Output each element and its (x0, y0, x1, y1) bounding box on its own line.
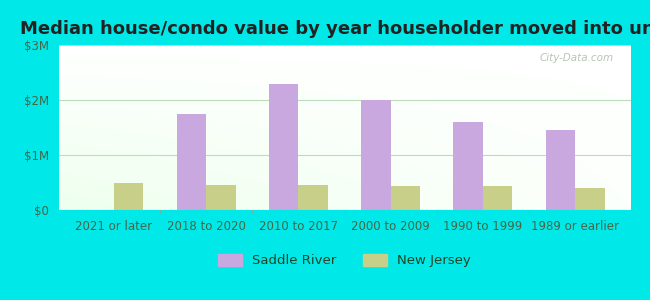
Bar (298, 185, 328, 210)
Text: City-Data.com: City-Data.com (540, 53, 614, 63)
Bar (177, 114, 206, 210)
Bar (361, 100, 391, 210)
Legend: Saddle River, New Jersey: Saddle River, New Jersey (213, 249, 476, 273)
Title: Median house/condo value by year householder moved into unit: Median house/condo value by year househo… (20, 20, 650, 38)
Bar (575, 188, 604, 210)
Bar (391, 186, 420, 210)
Bar (206, 185, 236, 210)
Bar (269, 83, 298, 210)
Bar (453, 122, 483, 210)
Bar (545, 130, 575, 210)
Bar (483, 186, 512, 210)
Bar (114, 182, 144, 210)
